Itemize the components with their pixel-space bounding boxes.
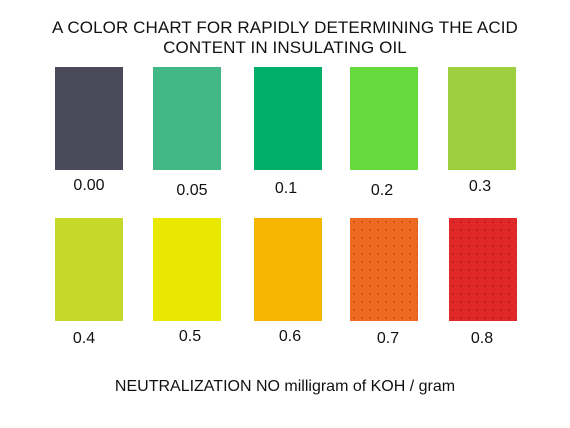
- color-swatch-0-1: [254, 67, 322, 170]
- swatch-label-0-2: 0.2: [370, 182, 394, 199]
- color-swatch-0-8: [449, 218, 517, 321]
- color-swatch-0-4: [55, 218, 123, 321]
- swatch-label-0-1: 0.1: [274, 180, 298, 197]
- swatch-label-0-3: 0.3: [468, 178, 492, 195]
- color-swatch-0-3: [448, 67, 516, 170]
- swatch-label-0-8: 0.8: [470, 330, 494, 347]
- swatch-label-0-7: 0.7: [376, 330, 400, 347]
- axis-caption: NEUTRALIZATION NO milligram of KOH / gra…: [114, 378, 456, 395]
- color-swatch-0-00: [55, 67, 123, 170]
- swatch-label-0-00: 0.00: [73, 177, 105, 194]
- chart-title-line-1: A COLOR CHART FOR RAPIDLY DETERMINING TH…: [52, 18, 518, 37]
- color-swatch-0-6: [254, 218, 322, 321]
- swatch-label-0-05: 0.05: [176, 182, 208, 199]
- color-swatch-0-05: [153, 67, 221, 170]
- swatch-label-0-6: 0.6: [278, 328, 302, 345]
- color-swatch-0-7: [350, 218, 418, 321]
- color-swatch-0-2: [350, 67, 418, 170]
- color-swatch-0-5: [153, 218, 221, 321]
- swatch-label-0-5: 0.5: [178, 328, 202, 345]
- swatch-label-0-4: 0.4: [72, 330, 96, 347]
- chart-title-line-2: CONTENT IN INSULATING OIL: [163, 38, 407, 57]
